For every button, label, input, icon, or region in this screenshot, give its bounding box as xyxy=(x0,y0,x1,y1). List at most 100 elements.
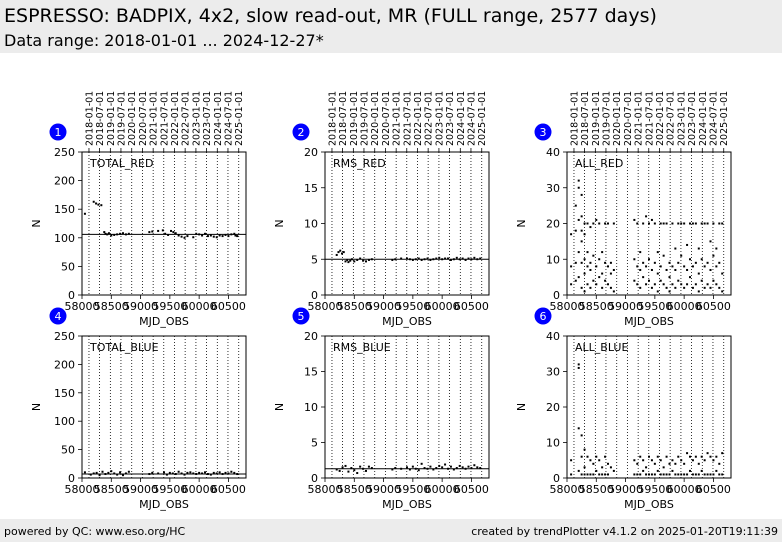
plot-6-data-point xyxy=(703,459,706,462)
plot-3-data-point xyxy=(671,265,674,268)
plot-6-data-point xyxy=(636,473,639,476)
plot-6-data-point xyxy=(612,469,615,472)
plot-3-x-tick-label: 59000 xyxy=(608,300,643,313)
plot-3-data-point xyxy=(595,265,598,268)
plot-5-data-point xyxy=(370,467,373,470)
plot-6-data-point xyxy=(689,469,691,472)
plot-5-data-point xyxy=(365,469,367,472)
plot-4-data-point xyxy=(113,472,116,475)
plot-1-data-point xyxy=(204,232,206,235)
plot-4-data-point xyxy=(221,473,224,476)
plot-2-data-point xyxy=(350,258,353,261)
plot-3-data-point xyxy=(609,261,612,264)
plot-5-number-badge xyxy=(292,307,310,325)
plot-2-y-tick-label: 20 xyxy=(304,146,318,159)
plot-3-data-point xyxy=(650,218,653,221)
plot-3-data-point xyxy=(662,283,665,286)
plot-1-x-axis-label: MJD_OBS xyxy=(139,315,189,328)
plot-3-data-point xyxy=(633,258,636,261)
plot-3-data-point xyxy=(694,283,697,286)
plot-2-x-tick-label: 59000 xyxy=(366,300,401,313)
plot-3-x-tick-label: 60000 xyxy=(667,300,702,313)
plot-3-data-point xyxy=(586,283,589,286)
plot-1-data-point xyxy=(157,229,160,232)
plot-4-data-point xyxy=(104,473,107,476)
plot-3-data-point xyxy=(706,222,709,225)
plot-1-data-point xyxy=(186,235,189,238)
plot-6-data-point xyxy=(583,473,586,476)
plot-3-data-point xyxy=(607,283,609,286)
plot-1-data-point xyxy=(110,234,113,237)
plot-3-date-tick-label: 2022-01-01 xyxy=(655,91,666,146)
plot-1-data-point xyxy=(230,233,233,236)
plot-4-x-tick-label: 59000 xyxy=(123,483,158,496)
plot-6-y-axis-label: N xyxy=(515,403,528,411)
plot-3-data-point xyxy=(709,286,712,289)
plot-5-data-point xyxy=(335,468,338,471)
plot-2-x-tick-label: 60500 xyxy=(454,300,489,313)
plot-3-date-tick-label: 2024-07-01 xyxy=(708,91,719,146)
plot-3-x-axis-label: MJD_OBS xyxy=(624,315,674,328)
plot-2-data-point xyxy=(394,258,397,261)
plot-2-y-tick-label: 15 xyxy=(304,182,318,195)
plot-3-date-tick-label: 2023-01-01 xyxy=(676,91,687,146)
plot-6-data-point xyxy=(668,462,671,465)
plot-1-data-point xyxy=(124,233,127,236)
plot-6-data-point xyxy=(604,473,607,476)
plot-5-y-axis-label: N xyxy=(273,403,286,411)
plot-6-x-tick-label: 60000 xyxy=(667,483,702,496)
plot-1-data-point xyxy=(215,236,218,239)
plot-1-data-point xyxy=(106,233,109,236)
plot-6-data-point xyxy=(570,459,573,462)
plot-3-parameter-label: ALL_RED xyxy=(575,157,623,170)
plot-6-data-point xyxy=(700,455,703,458)
plot-3-data-point xyxy=(706,261,709,264)
plot-6-data-point xyxy=(659,473,662,476)
plot-6-data-point xyxy=(697,462,700,465)
plot-2-data-point xyxy=(356,258,359,261)
plot-1-x-tick-label: 58500 xyxy=(94,300,129,313)
plot-1-x-tick-label: 59500 xyxy=(152,300,187,313)
plot-4-data-point xyxy=(206,473,209,476)
plot-2-data-point xyxy=(461,257,464,260)
plot-2-x-tick-label: 59500 xyxy=(395,300,430,313)
plot-6-data-point xyxy=(700,469,703,472)
plot-3-data-point xyxy=(612,290,615,293)
plot-2-data-point xyxy=(441,258,444,261)
plot-6-data-point xyxy=(718,473,721,476)
plot-3-data-point xyxy=(607,222,609,225)
plot-4-x-tick-label: 58000 xyxy=(65,483,100,496)
plot-2-data-point xyxy=(420,258,423,261)
plot-6-y-tick-label: 0 xyxy=(553,472,560,485)
plot-3-data-point xyxy=(671,283,674,286)
plot-3-data-point xyxy=(700,279,703,282)
plot-3-data-point xyxy=(609,286,612,289)
plot-1-data-point xyxy=(122,232,124,235)
plot-2-date-tick-label: 2019-01-01 xyxy=(349,91,360,146)
plot-3-data-point xyxy=(689,276,691,279)
plot-6-data-point xyxy=(595,469,598,472)
plot-1-data-point xyxy=(95,202,98,205)
plot-4-y-tick-label: 0 xyxy=(68,472,75,485)
plot-3-data-point xyxy=(583,258,586,261)
plot-1-y-tick-label: 200 xyxy=(54,175,75,188)
plot-6-data-point xyxy=(648,455,650,458)
plot-6-data-point xyxy=(683,473,686,476)
plot-3-data-point xyxy=(677,279,680,282)
plot-4-data-point xyxy=(180,472,183,475)
plot-3-data-point xyxy=(668,290,671,293)
plot-2-data-point xyxy=(365,260,367,263)
plot-1-x-tick-label: 59000 xyxy=(123,300,158,313)
plot-3-x-tick-label: 58000 xyxy=(550,300,585,313)
plot-1-data-point xyxy=(174,232,177,235)
plot-3-data-point xyxy=(595,218,598,221)
plot-5-data-point xyxy=(429,465,432,468)
plot-1-date-tick-label: 2020-07-01 xyxy=(138,91,149,146)
plot-6-data-point xyxy=(642,459,645,462)
plot-4-data-point xyxy=(110,470,113,473)
plot-6-x-tick-label: 60500 xyxy=(696,483,731,496)
plot-3-data-point xyxy=(609,272,612,275)
plot-6-data-point xyxy=(656,469,659,472)
plot-4-data-point xyxy=(209,473,212,476)
